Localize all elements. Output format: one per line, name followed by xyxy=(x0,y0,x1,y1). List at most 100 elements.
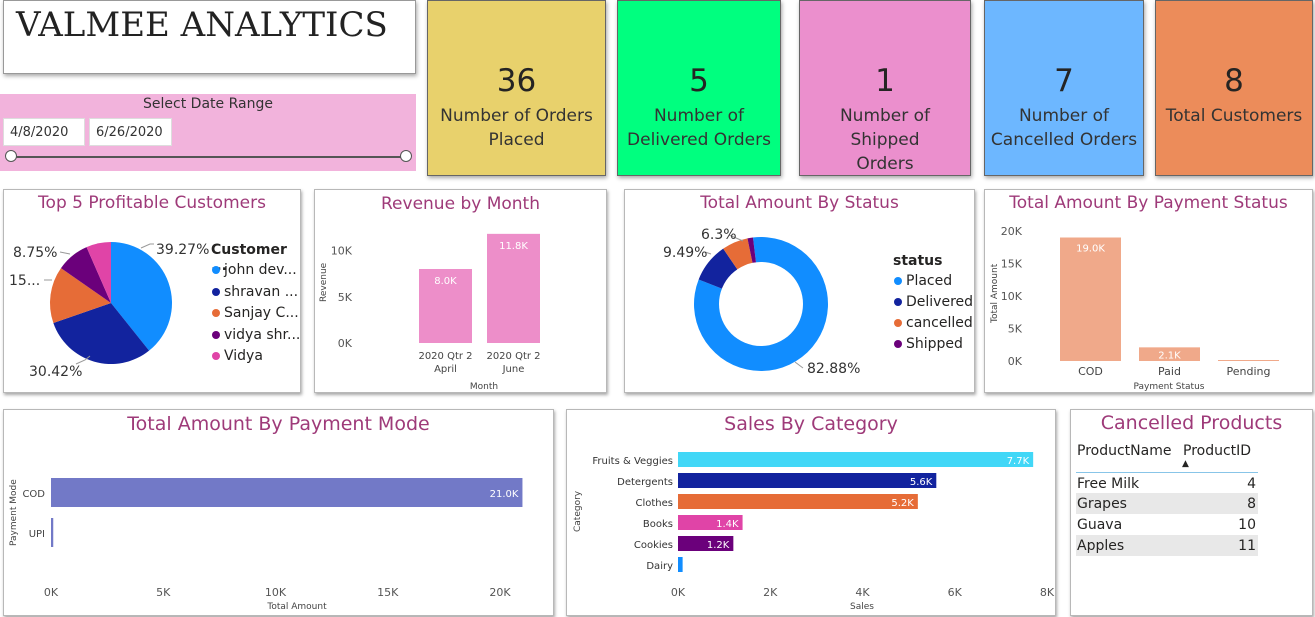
pie-label: 30.42% xyxy=(29,364,82,380)
cancelled-products-table: ProductName ProductID ▲ Free Milk 4 Grap… xyxy=(1076,442,1258,556)
kpi-value: 8 xyxy=(1224,63,1244,99)
kpi-value: 7 xyxy=(1054,63,1074,99)
panel-title: Total Amount By Payment Mode xyxy=(127,413,430,435)
bar xyxy=(1139,347,1200,361)
data-label: 1.2K xyxy=(707,540,730,551)
date-slider-track xyxy=(11,156,406,158)
x-tick-label: 6K xyxy=(948,586,963,599)
date-slider-start-handle[interactable] xyxy=(5,150,17,162)
bar xyxy=(678,473,937,488)
y-tick-label: 10K xyxy=(331,245,353,258)
kpi-caption: Number of Delivered Orders xyxy=(627,106,771,150)
x-tick-label: 8K xyxy=(1040,586,1055,599)
pie-slice xyxy=(49,268,111,323)
y-axis-title: Payment Mode xyxy=(9,479,19,546)
cell-productid: 10 xyxy=(1238,517,1256,533)
pie-slice xyxy=(60,247,111,303)
y-tick-label: 5K xyxy=(338,291,353,304)
kpi-total-customers: 8 Total Customers xyxy=(1155,0,1313,176)
x-axis-title: Sales xyxy=(850,602,874,612)
kpi-value: 36 xyxy=(496,63,537,99)
x-axis-title: Total Amount xyxy=(266,602,327,612)
x-tick-label: 20K xyxy=(489,586,511,599)
table-row[interactable]: Free Milk 4 xyxy=(1076,473,1258,493)
bar xyxy=(487,233,540,343)
x-tick-label: Pending xyxy=(1227,365,1271,378)
bar xyxy=(1060,237,1121,361)
column-header-productid[interactable]: ProductID xyxy=(1183,443,1252,459)
panel-title: Sales By Category xyxy=(724,413,898,435)
data-label: 11.8K xyxy=(499,241,528,252)
payment-status-bar-chart[interactable]: 0K 5K 10K 15K 20K 19.0K COD 2.1K Paid Pending Tot… xyxy=(985,190,1314,394)
start-date-input[interactable]: 4/8/2020 xyxy=(3,118,85,146)
column-header-productname[interactable]: ProductName xyxy=(1077,443,1172,459)
kpi-value: 1 xyxy=(875,63,895,99)
status-donut-chart[interactable]: 82.88% 9.49% 6.3% xyxy=(625,190,976,394)
pie-slice xyxy=(53,303,150,364)
x-tick-label: 4K xyxy=(855,586,870,599)
legend-item[interactable]: Vidya xyxy=(212,348,263,364)
amount-by-status-panel: Total Amount By Status 82.88% 9.49% 6.3%… xyxy=(624,189,975,393)
legend-item[interactable]: shravan ... xyxy=(212,284,298,300)
x-tick-label: 2020 Qtr 2 xyxy=(486,351,540,362)
panel-title: Revenue by Month xyxy=(381,194,540,214)
y-tick-label: 5K xyxy=(1008,323,1023,336)
table-row[interactable]: Grapes 8 xyxy=(1076,493,1258,514)
cell-productname: Apples xyxy=(1077,538,1125,554)
x-tick-label: 5K xyxy=(156,586,171,599)
y-tick-label: Cookies xyxy=(634,540,673,551)
top-customers-pie-chart[interactable]: 39.27% 30.42% 15... 8.75% xyxy=(4,190,302,394)
kpi-shipped-orders: 1 Number of Shipped Orders xyxy=(799,0,971,176)
panel-title: Total Amount By Status xyxy=(700,193,899,213)
cell-productname: Guava xyxy=(1077,517,1123,533)
revenue-bar-chart[interactable]: 0K 5K 10K 8.0K 2020 Qtr 2 April 11.8K 2020 Qtr … xyxy=(315,190,608,394)
amount-by-payment-mode-panel: Total Amount By Payment Mode 0K 5K 10K 15K 2… xyxy=(3,409,554,616)
y-axis-title: Total Amount xyxy=(990,263,1000,324)
data-label: 7.7K xyxy=(1007,456,1030,467)
payment-mode-bar-chart[interactable]: 0K 5K 10K 15K 20K 21.0K COD UPI Payment Mode To… xyxy=(4,410,555,617)
bar xyxy=(419,269,472,343)
y-tick-label: Dairy xyxy=(646,561,673,572)
end-date-input[interactable]: 6/26/2020 xyxy=(89,118,172,146)
bar xyxy=(1218,360,1279,361)
date-slider-end-handle[interactable] xyxy=(400,150,412,162)
cell-productid: 8 xyxy=(1247,496,1256,512)
x-axis-title: Payment Status xyxy=(1134,382,1205,392)
cell-productid: 11 xyxy=(1238,538,1256,554)
table-row[interactable]: Apples 11 xyxy=(1076,535,1258,556)
top-customers-panel: Top 5 Profitable Customers 39.27% 30.42%… xyxy=(3,189,301,393)
y-tick-label: Fruits & Veggies xyxy=(592,456,673,467)
legend-item[interactable]: Delivered xyxy=(894,294,973,310)
legend-item[interactable]: vidya shr... xyxy=(212,327,300,343)
revenue-by-month-panel: Revenue by Month 0K 5K 10K 8.0K 2020 Qtr 2 Ap… xyxy=(314,189,607,393)
x-tick-label: June xyxy=(502,364,525,375)
legend-item[interactable]: john dev... xyxy=(212,262,297,278)
data-label: 19.0K xyxy=(1076,244,1105,255)
x-axis-title: Month xyxy=(470,382,498,392)
data-label: 5.6K xyxy=(910,477,933,488)
legend-item[interactable]: Shipped xyxy=(894,336,963,352)
y-tick-label: COD xyxy=(22,489,45,500)
panel-title: Cancelled Products xyxy=(1100,412,1283,434)
data-label: 2.1K xyxy=(1158,350,1181,361)
legend-item[interactable]: Sanjay C... xyxy=(212,305,299,321)
x-tick-label: April xyxy=(434,364,457,375)
category-bar-chart[interactable]: 0K 2K 4K 6K 8K 7.7K Fruits & Veggies 5.6K Deterg… xyxy=(567,410,1057,617)
cell-productid: 4 xyxy=(1247,476,1256,492)
brand-title: VALMEE ANALYTICS xyxy=(3,0,416,74)
date-range-label: Select Date Range xyxy=(143,96,273,112)
kpi-cancelled-orders: 7 Number of Cancelled Orders xyxy=(984,0,1144,176)
table-row[interactable]: Guava 10 xyxy=(1076,514,1258,535)
pie-label: 15... xyxy=(9,273,40,289)
y-tick-label: Clothes xyxy=(636,498,674,509)
amount-by-payment-status-panel: Total Amount By Payment Status 0K 5K 10K 15… xyxy=(984,189,1313,393)
kpi-delivered-orders: 5 Number of Delivered Orders xyxy=(617,0,781,176)
data-label: 1.4K xyxy=(716,519,739,530)
bar xyxy=(51,478,523,507)
legend-item[interactable]: cancelled xyxy=(894,315,973,331)
x-tick-label: 10K xyxy=(265,586,287,599)
kpi-caption: Number of Shipped Orders xyxy=(839,106,931,174)
x-tick-label: 0K xyxy=(44,586,59,599)
data-label: 5.2K xyxy=(891,498,914,509)
legend-item[interactable]: Placed xyxy=(894,273,952,289)
